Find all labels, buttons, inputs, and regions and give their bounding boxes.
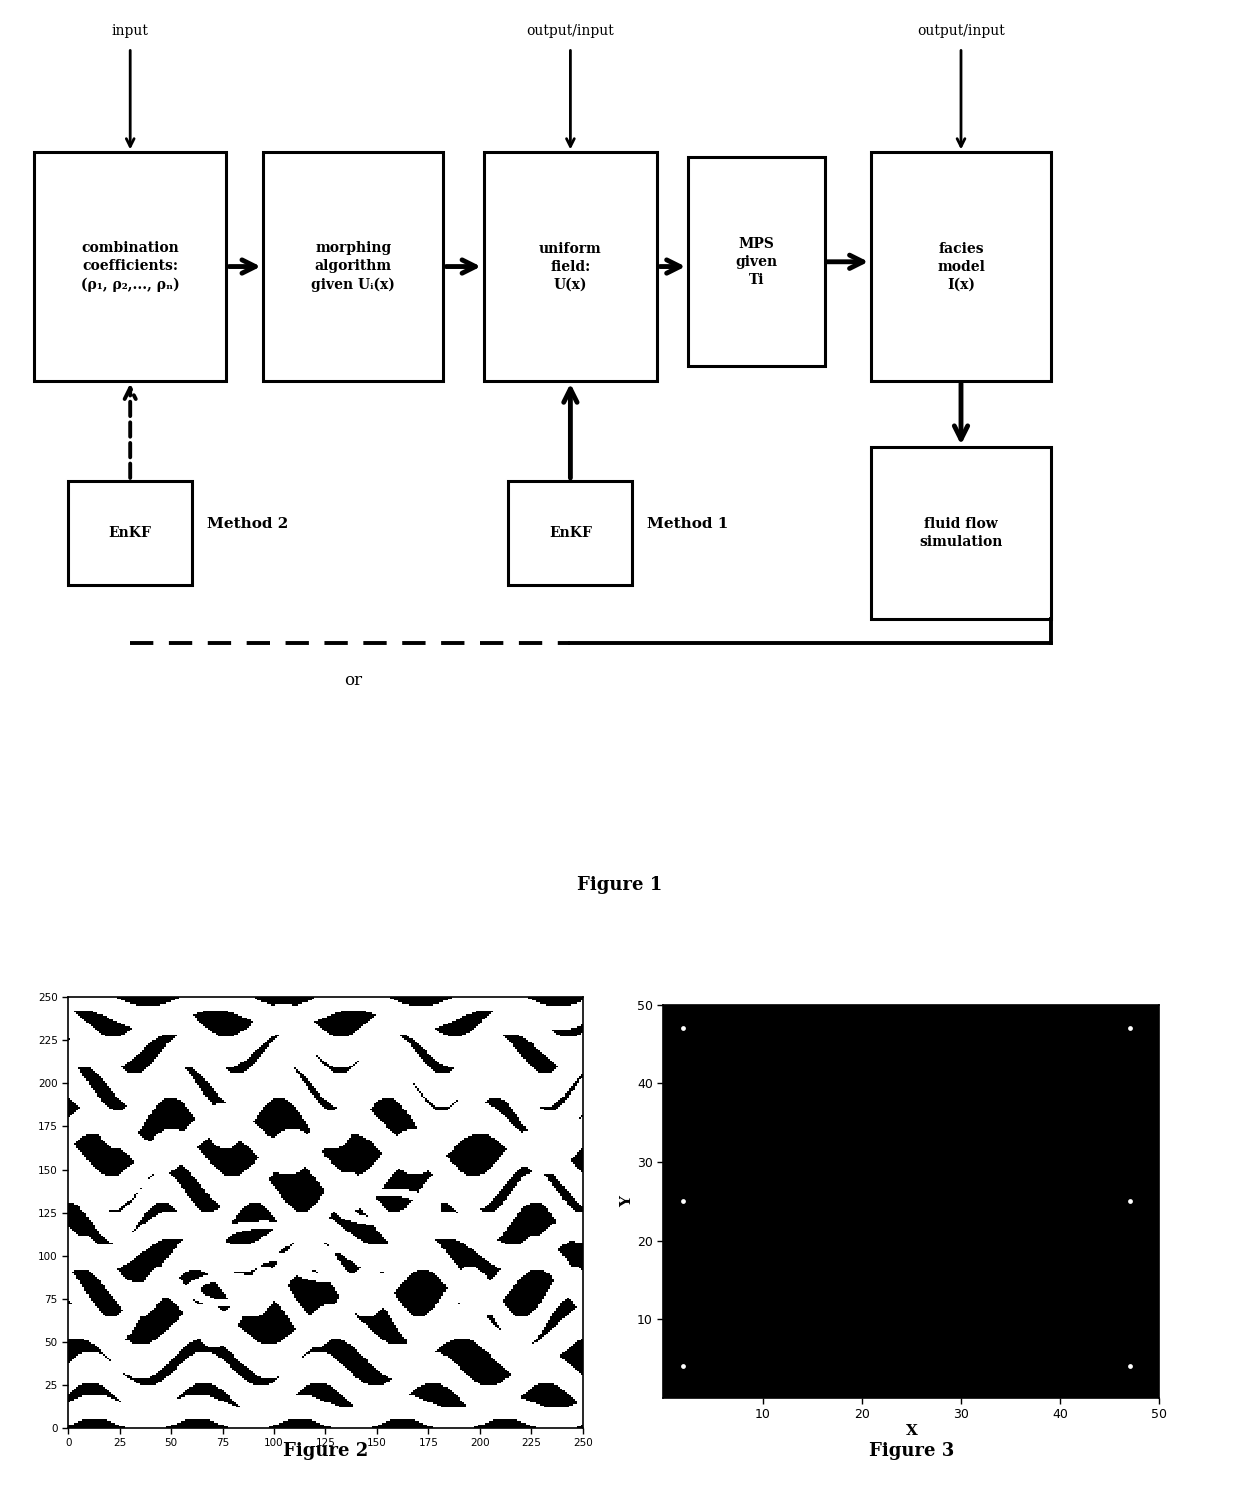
- Text: MPS
given
Ti: MPS given Ti: [735, 237, 777, 287]
- Point: [673, 1017, 693, 1041]
- Text: EnKF: EnKF: [549, 526, 591, 539]
- Text: input: input: [112, 24, 149, 38]
- FancyBboxPatch shape: [33, 153, 226, 381]
- Text: or: or: [345, 672, 362, 689]
- Point: [1120, 1017, 1140, 1041]
- Text: uniform
field:
U(x): uniform field: U(x): [539, 242, 601, 292]
- X-axis label: X: X: [905, 1423, 918, 1438]
- Text: morphing
algorithm
given Uᵢ(x): morphing algorithm given Uᵢ(x): [311, 242, 396, 292]
- Text: Figure 2: Figure 2: [284, 1441, 368, 1460]
- FancyBboxPatch shape: [484, 153, 657, 381]
- Text: output/input: output/input: [527, 24, 614, 38]
- Point: [673, 1354, 693, 1378]
- Point: [1120, 1354, 1140, 1378]
- Text: facies
model
I(x): facies model I(x): [937, 242, 985, 292]
- FancyBboxPatch shape: [870, 153, 1052, 381]
- Text: Method 1: Method 1: [647, 517, 729, 530]
- Text: output/input: output/input: [918, 24, 1004, 38]
- Text: EnKF: EnKF: [109, 526, 151, 539]
- Point: [673, 1189, 693, 1213]
- FancyBboxPatch shape: [263, 153, 443, 381]
- Text: Method 2: Method 2: [207, 517, 289, 530]
- FancyBboxPatch shape: [68, 480, 192, 585]
- Point: [1120, 1189, 1140, 1213]
- FancyBboxPatch shape: [508, 480, 632, 585]
- Text: combination
coefficients:
(ρ₁, ρ₂,..., ρₙ): combination coefficients: (ρ₁, ρ₂,..., ρ…: [81, 242, 180, 292]
- Text: Figure 1: Figure 1: [578, 876, 662, 895]
- FancyBboxPatch shape: [688, 157, 825, 367]
- FancyBboxPatch shape: [870, 447, 1052, 620]
- Text: Figure 3: Figure 3: [869, 1441, 954, 1460]
- Text: fluid flow
simulation: fluid flow simulation: [919, 517, 1003, 548]
- Y-axis label: Y: Y: [620, 1195, 634, 1207]
